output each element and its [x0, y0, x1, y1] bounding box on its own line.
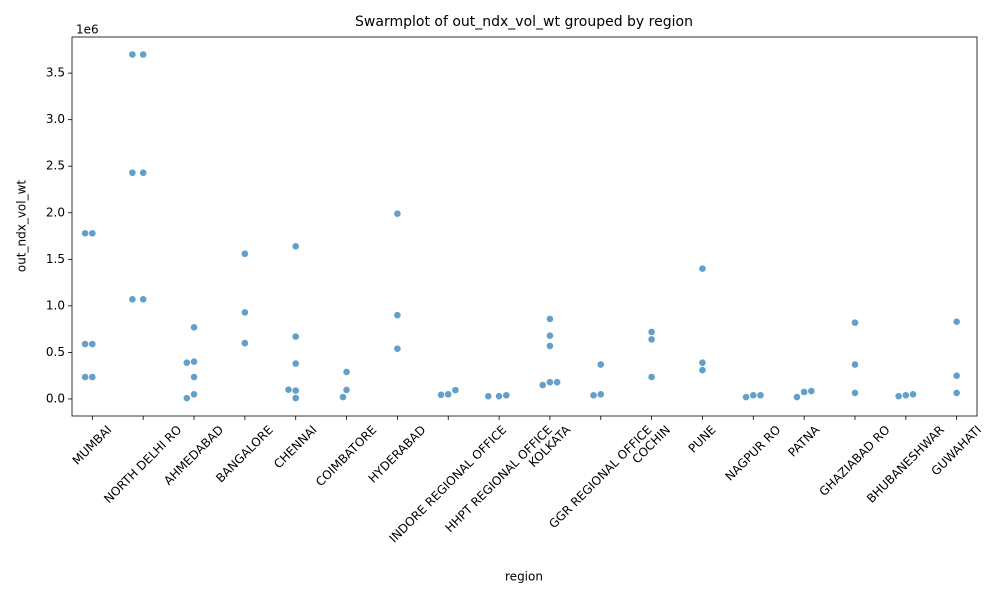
point — [183, 394, 191, 402]
point — [546, 378, 554, 386]
point — [190, 323, 198, 331]
y-axis-label: out_ndx_vol_wt — [15, 180, 29, 273]
point — [343, 386, 350, 394]
point — [699, 366, 706, 374]
point — [241, 309, 249, 316]
point — [139, 296, 147, 303]
x-tick-label: NORTH DELHI RO — [101, 423, 184, 506]
point — [546, 315, 554, 323]
point — [699, 359, 706, 366]
point — [81, 340, 89, 348]
point — [129, 296, 136, 303]
point — [183, 359, 191, 366]
y-tick-label: 0.0 — [46, 391, 65, 405]
point — [495, 392, 503, 400]
x-tick-label: PUNE — [686, 423, 719, 456]
point — [953, 389, 960, 397]
point — [553, 378, 561, 386]
point — [292, 242, 300, 250]
point — [648, 336, 655, 343]
point — [292, 333, 300, 340]
x-tick-label: CHENNAI — [271, 423, 320, 472]
x-axis-label: region — [505, 570, 543, 584]
point — [339, 393, 347, 401]
y-tick-label: 3.5 — [46, 66, 65, 80]
x-tick-label: PATNA — [785, 422, 823, 460]
y-offset-label: 1e6 — [76, 23, 99, 37]
point — [343, 368, 350, 376]
point — [89, 373, 96, 381]
point — [190, 373, 198, 381]
point — [89, 340, 96, 348]
point — [597, 391, 605, 398]
point — [452, 386, 459, 394]
point — [539, 381, 547, 389]
point — [699, 265, 706, 272]
point — [444, 391, 452, 398]
point — [292, 394, 300, 402]
y-tick-label: 0.5 — [46, 345, 65, 359]
chart-title: Swarmplot of out_ndx_vol_wt grouped by r… — [355, 14, 693, 30]
point — [742, 393, 750, 401]
point — [502, 391, 510, 399]
point — [190, 358, 198, 366]
point — [953, 372, 960, 379]
point — [546, 332, 554, 339]
point — [851, 389, 859, 397]
point — [190, 391, 198, 398]
point — [953, 318, 960, 325]
y-tick-label: 2.5 — [46, 159, 65, 173]
point — [89, 229, 96, 237]
point — [484, 392, 492, 400]
point — [851, 319, 859, 326]
y-tick-label: 3.0 — [46, 112, 65, 126]
point — [394, 345, 401, 352]
point — [800, 388, 808, 396]
point — [749, 391, 757, 399]
point — [129, 169, 136, 177]
point — [292, 360, 300, 367]
point — [597, 361, 605, 368]
point — [241, 339, 249, 347]
point — [808, 387, 815, 395]
y-tick-label: 1.5 — [46, 252, 65, 266]
point — [81, 373, 89, 381]
point — [757, 391, 764, 399]
point — [648, 328, 655, 336]
point — [590, 391, 597, 399]
y-tick-label: 2.0 — [46, 205, 65, 219]
point — [292, 387, 300, 394]
point — [241, 250, 249, 258]
point — [394, 210, 401, 217]
point — [648, 373, 655, 381]
point — [285, 386, 292, 393]
point — [139, 51, 147, 58]
x-tick-label: MUMBAI — [70, 423, 115, 468]
y-tick-label: 1.0 — [46, 298, 65, 312]
axes-frame — [71, 36, 978, 417]
point — [895, 392, 902, 400]
point — [546, 342, 554, 350]
point — [139, 169, 147, 177]
point — [129, 51, 136, 58]
point — [394, 311, 401, 319]
point — [81, 229, 89, 237]
point — [851, 361, 859, 368]
point — [902, 391, 910, 399]
x-tick-label: NAGPUR RO — [722, 423, 783, 484]
point — [909, 391, 917, 398]
point — [793, 393, 801, 401]
point — [437, 391, 445, 399]
